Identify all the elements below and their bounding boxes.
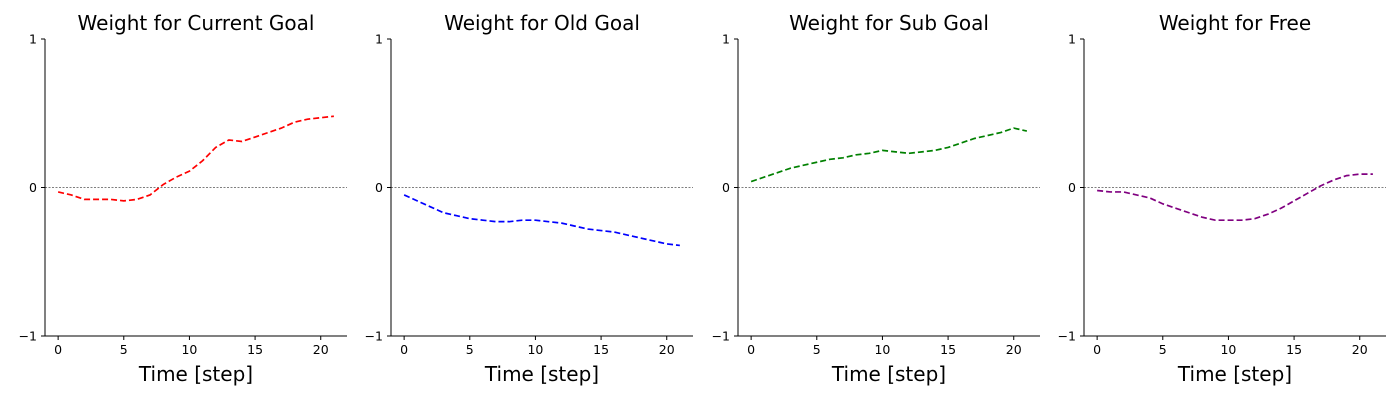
y-tick-label: −1	[712, 329, 730, 344]
x-tick-label: 20	[313, 342, 329, 357]
y-tick-label: 0	[375, 180, 383, 195]
subplot-title: Weight for Current Goal	[78, 11, 315, 35]
series-line	[403, 194, 680, 247]
subplot-title: Weight for Sub Goal	[789, 11, 989, 35]
y-tick-label: 1	[29, 32, 37, 47]
x-tick-label: 15	[1286, 342, 1302, 357]
x-tick-label: 20	[1006, 342, 1022, 357]
x-tick-label: 0	[747, 342, 755, 357]
x-tick-label: 20	[1352, 342, 1368, 357]
y-tick-label: 1	[1068, 32, 1076, 47]
subplot-title: Weight for Free	[1159, 11, 1311, 35]
x-tick-label: 15	[593, 342, 609, 357]
x-tick-label: 10	[527, 342, 543, 357]
x-tick-label: 5	[466, 342, 474, 357]
subplot-title: Weight for Old Goal	[444, 11, 640, 35]
series-line	[57, 115, 334, 202]
x-tick-label: 0	[1093, 342, 1101, 357]
y-tick-label: 0	[722, 180, 730, 195]
x-tick-label: 15	[247, 342, 263, 357]
x-tick-label: 15	[940, 342, 956, 357]
y-tick-label: 1	[722, 32, 730, 47]
series-line	[750, 127, 1028, 183]
x-tick-label: 10	[1220, 342, 1236, 357]
x-tick-label: 10	[181, 342, 197, 357]
x-tick-label: 0	[400, 342, 408, 357]
y-tick-label: −1	[1058, 329, 1076, 344]
x-tick-label: 5	[813, 342, 821, 357]
x-tick-label: 20	[659, 342, 675, 357]
x-axis-label: Time [step]	[138, 362, 253, 386]
x-tick-label: 5	[120, 342, 128, 357]
y-tick-label: 0	[29, 180, 37, 195]
y-tick-label: −1	[19, 329, 37, 344]
y-tick-label: 0	[1068, 180, 1076, 195]
series-line	[1097, 173, 1373, 222]
x-axis-label: Time [step]	[484, 362, 599, 386]
x-axis-label: Time [step]	[1177, 362, 1292, 386]
y-tick-label: −1	[365, 329, 383, 344]
x-tick-label: 10	[874, 342, 890, 357]
y-tick-label: 1	[375, 32, 383, 47]
x-axis-label: Time [step]	[831, 362, 946, 386]
x-tick-label: 0	[54, 342, 62, 357]
x-tick-label: 5	[1159, 342, 1167, 357]
